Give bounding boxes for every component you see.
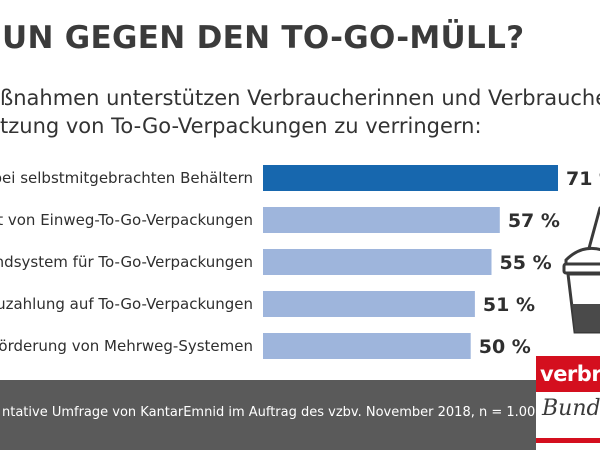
value-label-4: 51 % [483, 294, 535, 316]
page-title: UN GEGEN DEN TO-GO-MÜLL? [2, 20, 525, 56]
logo-script-text: Bund [542, 396, 600, 421]
subtitle-line-2: tzung von To-Go-Verpackungen zu verringe… [0, 114, 482, 138]
logo-red-stripe [536, 438, 600, 443]
bar-5 [263, 333, 471, 359]
logo-wordmark: verbrau [540, 362, 600, 386]
bar-1 [263, 165, 558, 191]
bar-3 [263, 249, 492, 275]
category-label-2: bot von Einweg-To-Go-Verpackungen [0, 211, 253, 229]
bar-4 [263, 291, 475, 317]
value-label-2: 57 % [508, 210, 560, 232]
value-label-5: 50 % [479, 336, 531, 358]
subtitle-line-1: ßnahmen unterstützen Verbraucherinnen un… [0, 86, 600, 110]
value-label-1: 71 % [566, 168, 600, 190]
category-label-4: Zuzahlung auf To-Go-Verpackungen [0, 295, 253, 313]
footer-bar: ntative Umfrage von KantarEmnid im Auftr… [0, 380, 600, 450]
source-note: ntative Umfrage von KantarEmnid im Auftr… [2, 405, 544, 420]
logo-red-band [536, 356, 600, 392]
to-go-cup-icon [562, 206, 600, 334]
value-label-3: 55 % [500, 252, 552, 274]
bar-chart: s bei selbstmitgebrachten Behältern 71 % b… [0, 165, 600, 359]
category-label-5: e Förderung von Mehrweg-Systemen [0, 337, 253, 355]
category-label-1: s bei selbstmitgebrachten Behältern [0, 169, 253, 187]
vzbv-logo: verbrau Bund [536, 356, 600, 450]
category-label-3: fandsystem für To-Go-Verpackungen [0, 253, 253, 271]
bar-2 [263, 207, 500, 233]
